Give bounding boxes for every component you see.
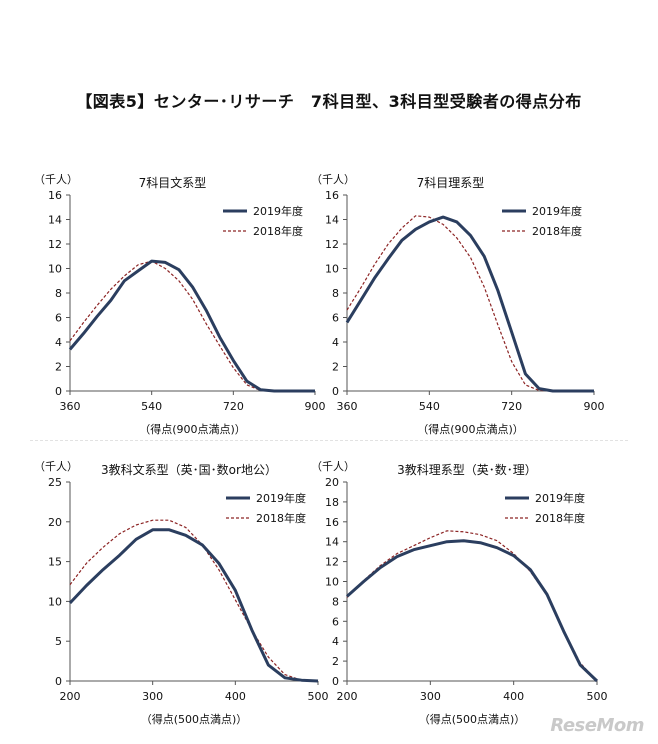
y-axis-unit-label: （千人） xyxy=(311,173,355,186)
y-axis-unit-label: （千人） xyxy=(34,460,78,473)
y-tick-label: 2 xyxy=(332,655,339,668)
y-tick-label: 4 xyxy=(332,336,339,349)
divider xyxy=(30,440,628,441)
chart-1: 0 2 4 6 8 10 12 14 16 360 540 720 900 （千人） 7科目文系型 （得点(9… xyxy=(34,173,326,436)
legend-label: 2019年度 xyxy=(256,491,306,505)
series-line-2019 xyxy=(346,539,599,683)
y-tick-label: 16 xyxy=(325,516,339,529)
y-tick-label: 18 xyxy=(325,496,339,509)
x-tick-label: 360 xyxy=(60,400,81,413)
chart-title: 7科目文系型 xyxy=(139,175,207,190)
x-tick-label: 720 xyxy=(501,400,522,413)
y-tick-label: 12 xyxy=(325,556,339,569)
y-tick-label: 4 xyxy=(55,336,62,349)
y-tick-label: 2 xyxy=(55,361,62,374)
y-tick-label: 10 xyxy=(48,263,62,276)
y-tick-label: 12 xyxy=(48,238,62,251)
watermark-logo: ReseMom xyxy=(550,715,644,736)
series-line-2019 xyxy=(68,259,315,393)
y-tick-label: 10 xyxy=(325,263,339,276)
y-tick-label: 16 xyxy=(325,189,339,202)
legend-label: 2019年度 xyxy=(535,491,585,505)
x-tick-label: 400 xyxy=(225,690,246,703)
series-line-2018 xyxy=(69,260,315,392)
y-tick-label: 4 xyxy=(332,635,339,648)
x-tick-label: 300 xyxy=(142,690,163,703)
y-tick-label: 14 xyxy=(325,214,339,227)
series-line-2018 xyxy=(346,530,598,682)
legend-label: 2019年度 xyxy=(253,204,303,218)
y-tick-label: 6 xyxy=(55,312,62,325)
series-line-2019 xyxy=(345,215,594,393)
y-tick-label: 10 xyxy=(325,576,339,589)
y-tick-label: 0 xyxy=(55,385,62,398)
y-tick-label: 0 xyxy=(332,385,339,398)
y-tick-label: 2 xyxy=(332,361,339,374)
y-tick-label: 10 xyxy=(48,595,62,608)
y-tick-label: 8 xyxy=(332,595,339,608)
y-tick-label: 8 xyxy=(332,287,339,300)
legend-label: 2018年度 xyxy=(535,511,585,525)
series-line-2018 xyxy=(69,519,319,682)
x-axis-label: （得点(500点満点)） xyxy=(141,713,248,726)
y-tick-label: 14 xyxy=(325,536,339,549)
legend-label: 2018年度 xyxy=(256,511,306,525)
chart-4: 0 2 4 6 8 10 12 14 16 18 20 200 300 400 500 （千人） 3教科理系型（… xyxy=(311,460,608,726)
x-tick-label: 500 xyxy=(308,690,329,703)
series-line-2019 xyxy=(68,528,319,683)
legend-label: 2018年度 xyxy=(532,224,582,238)
y-tick-label: 8 xyxy=(55,287,62,300)
y-tick-label: 0 xyxy=(55,675,62,688)
y-axis-unit-label: （千人） xyxy=(34,173,78,186)
x-tick-label: 360 xyxy=(337,400,358,413)
y-tick-label: 25 xyxy=(48,476,62,489)
page-title: 【図表5】センター･リサーチ 7科目型、3科目型受験者の得点分布 xyxy=(76,92,582,111)
x-tick-label: 200 xyxy=(337,690,358,703)
y-tick-label: 6 xyxy=(332,615,339,628)
x-axis-label: （得点(900点満点)） xyxy=(417,423,524,436)
x-tick-label: 720 xyxy=(223,400,244,413)
x-axis-label: （得点(900点満点)） xyxy=(139,423,246,436)
x-tick-label: 200 xyxy=(60,690,81,703)
legend-label: 2019年度 xyxy=(532,204,582,218)
chart-title: 3教科文系型（英･国･数or地公） xyxy=(101,462,277,477)
chart-title: 3教科理系型（英･数･理） xyxy=(397,462,537,477)
legend-label: 2018年度 xyxy=(253,224,303,238)
x-tick-label: 500 xyxy=(587,690,608,703)
x-tick-label: 900 xyxy=(305,400,326,413)
chart-2: 0 2 4 6 8 10 12 14 16 360 540 720 900 （千人） 7科目理系型 （得点(9… xyxy=(311,173,605,436)
x-tick-label: 540 xyxy=(141,400,162,413)
y-tick-label: 15 xyxy=(48,556,62,569)
y-tick-label: 6 xyxy=(332,312,339,325)
y-tick-label: 0 xyxy=(332,675,339,688)
x-axis-label: （得点(500点満点)） xyxy=(419,713,526,726)
y-tick-label: 20 xyxy=(325,476,339,489)
chart-3: 0 5 10 15 20 25 200 300 400 500 （千人） 3教科文系型（英･国･数or… xyxy=(34,460,329,726)
y-tick-label: 14 xyxy=(48,214,62,227)
x-tick-label: 400 xyxy=(503,690,524,703)
y-axis-unit-label: （千人） xyxy=(311,460,355,473)
y-tick-label: 16 xyxy=(48,189,62,202)
y-tick-label: 12 xyxy=(325,238,339,251)
x-tick-label: 300 xyxy=(420,690,441,703)
x-tick-label: 540 xyxy=(419,400,440,413)
series-line-2018 xyxy=(346,215,594,392)
y-tick-label: 20 xyxy=(48,516,62,529)
x-tick-label: 900 xyxy=(584,400,605,413)
chart-title: 7科目理系型 xyxy=(417,176,485,190)
y-tick-label: 5 xyxy=(55,635,62,648)
